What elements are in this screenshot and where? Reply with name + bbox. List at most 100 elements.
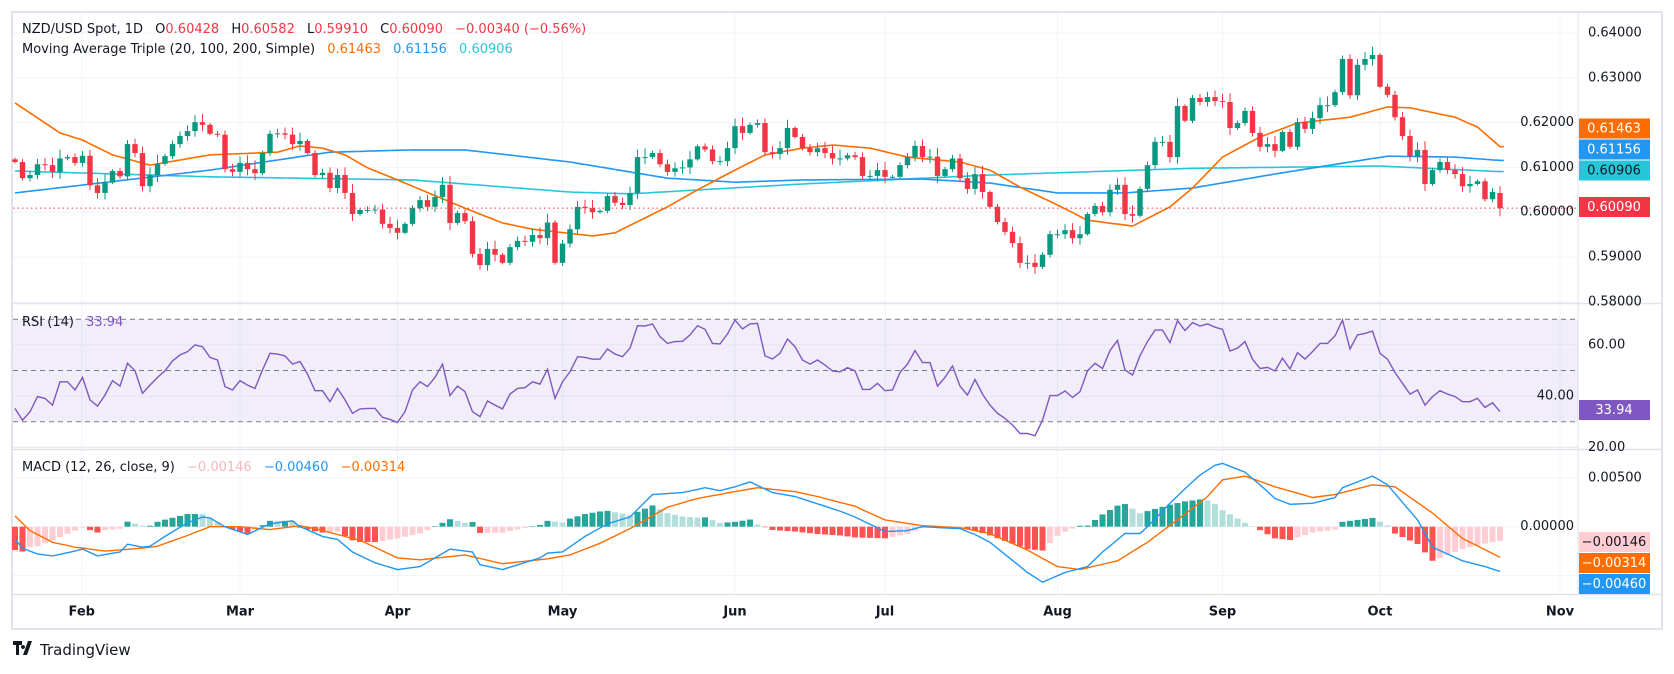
macd-histogram-bar: [987, 526, 993, 536]
macd-histogram-bar: [87, 526, 93, 531]
candle: [987, 190, 993, 209]
macd-histogram: [12, 499, 1503, 561]
candle: [1212, 90, 1218, 107]
candle-body: [1054, 234, 1061, 236]
macd-histogram-bar: [522, 526, 528, 528]
candle-body: [702, 146, 708, 150]
candle-body: [319, 172, 326, 176]
candle: [792, 126, 798, 139]
candle: [799, 133, 806, 151]
candle: [1429, 167, 1436, 186]
price-tick-label: 0.62000: [1520, 115, 1574, 130]
candle: [852, 151, 858, 160]
candle: [964, 172, 971, 194]
candle: [132, 138, 138, 158]
macd-histogram-bar: [972, 526, 978, 531]
candle: [1347, 54, 1353, 100]
candle: [514, 236, 521, 251]
candle-body: [162, 156, 168, 164]
candle: [627, 186, 633, 211]
candle: [1219, 93, 1226, 109]
rsi-value: 33.94: [86, 315, 124, 330]
candle: [604, 193, 611, 214]
macd-histogram-bar: [1212, 503, 1218, 527]
macd-histogram-bar: [1422, 526, 1428, 553]
candle-body: [1182, 106, 1188, 121]
candle-body: [1354, 64, 1361, 96]
tradingview-logo-icon: [13, 640, 35, 659]
macd-histogram-bar: [1197, 499, 1203, 527]
candle: [1204, 91, 1211, 107]
candle-body: [1114, 184, 1121, 190]
candle-body: [1137, 188, 1143, 216]
rsi-tick-label: 20.00: [1588, 440, 1625, 455]
candle-body: [837, 158, 843, 160]
candle: [942, 166, 948, 178]
macd-histogram-bar: [1437, 526, 1443, 558]
candle: [304, 139, 311, 155]
macd-histogram-bar: [1159, 506, 1166, 527]
macd-histogram-bar: [1474, 526, 1481, 546]
candle: [1354, 58, 1361, 100]
macd-histogram-bar: [1452, 526, 1458, 553]
candle-body: [597, 210, 603, 213]
candle-body: [724, 148, 731, 162]
candle-body: [1264, 144, 1271, 147]
tradingview-logo[interactable]: TradingView: [13, 640, 131, 659]
symbol-legend: NZD/USD Spot, 1D O0.60428 H0.60582 L0.59…: [22, 22, 586, 37]
macd-histogram-bar: [109, 526, 116, 530]
macd-histogram-bar: [439, 522, 446, 527]
candle-body: [72, 157, 78, 163]
candle-body: [34, 164, 41, 176]
macd-line: [14, 462, 1501, 583]
macd-histogram-bar: [447, 519, 453, 527]
time-axis-label: Mar: [226, 605, 255, 620]
candle: [462, 209, 468, 224]
candle-body: [402, 223, 408, 233]
candle: [222, 130, 228, 173]
candle-body: [844, 155, 851, 159]
candle: [87, 149, 93, 191]
macd-histogram-bar: [1062, 526, 1068, 532]
candle: [582, 199, 588, 214]
candle: [357, 207, 363, 216]
candle: [1107, 184, 1113, 217]
candle: [1174, 97, 1181, 164]
macd-histogram-bar: [1189, 500, 1196, 527]
candle: [214, 130, 221, 138]
candle-body: [574, 206, 581, 230]
macd-histogram-bar: [1077, 525, 1083, 527]
macd-histogram-bar: [1227, 514, 1233, 527]
time-axis-label: Feb: [69, 605, 95, 620]
candle: [417, 195, 423, 212]
candle: [364, 206, 371, 213]
candle-body: [934, 156, 941, 176]
macd-histogram-bar: [274, 520, 281, 527]
macd-histogram-bar: [124, 521, 131, 527]
candle: [1489, 187, 1496, 203]
candle: [252, 160, 258, 181]
candle-body: [147, 175, 153, 187]
time-axis-label: Oct: [1368, 605, 1393, 620]
macd-histogram-bar: [1032, 526, 1038, 550]
candle-body: [544, 222, 551, 239]
macd-histogram-bar: [874, 526, 881, 539]
candle-body: [252, 169, 258, 174]
candle-body: [882, 170, 888, 177]
macd-histogram-bar: [1339, 521, 1346, 527]
candle-body: [19, 162, 26, 179]
symbol-title: NZD/USD Spot, 1D: [22, 22, 144, 37]
macd-histogram-bar: [1309, 526, 1316, 533]
macd-histogram-bar: [1024, 526, 1031, 550]
candle-body: [1309, 118, 1316, 129]
macd-histogram-bar: [619, 513, 626, 527]
candle: [1242, 107, 1248, 126]
candle-body: [687, 159, 693, 168]
macd-histogram-bar: [1332, 526, 1338, 530]
candle: [559, 240, 566, 266]
macd-histogram-bar: [117, 526, 123, 529]
candle: [769, 146, 776, 159]
candle: [169, 140, 176, 160]
macd-histogram-bar: [1234, 518, 1241, 527]
